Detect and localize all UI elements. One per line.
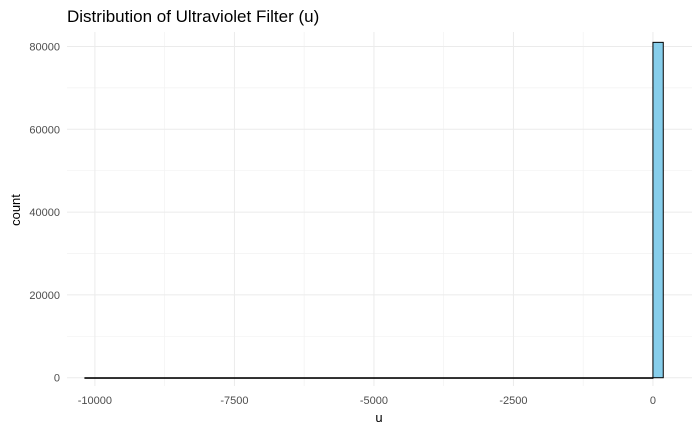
y-tick-label: 40000 [29,207,60,219]
x-tick-label: 0 [650,395,656,407]
chart-title: Distribution of Ultraviolet Filter (u) [67,7,319,26]
x-tick-label: -10000 [78,395,112,407]
y-tick-label: 60000 [29,124,60,136]
x-tick-label: -7500 [220,395,248,407]
y-tick-label: 0 [54,373,60,385]
x-tick-label: -2500 [499,395,527,407]
grid-layer [67,32,692,386]
histogram-bar [84,377,654,379]
histogram-bar [652,41,664,379]
y-tick-label: 80000 [29,41,60,53]
bars-layer [84,41,664,379]
x-tick-label: -5000 [360,395,388,407]
y-tick-label: 20000 [29,290,60,302]
y-axis-title: count [8,194,23,226]
ticks-layer: 0 20000 40000 60000 80000 -10000 -7500 -5000 -25… [29,41,656,407]
x-axis-title: u [375,410,382,425]
